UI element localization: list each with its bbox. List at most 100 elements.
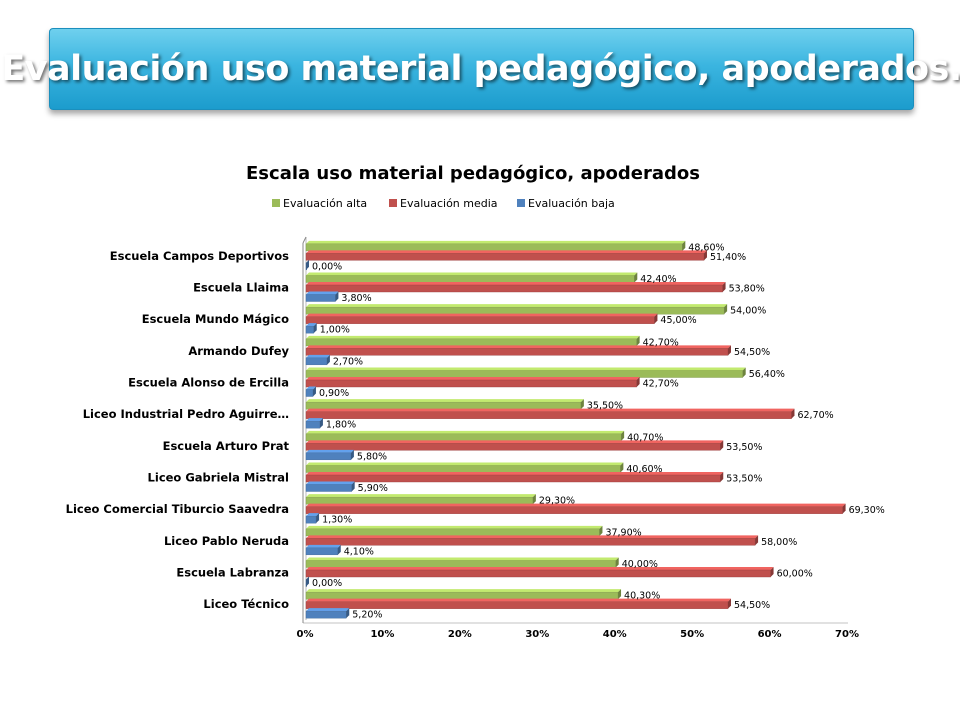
bar [305, 569, 771, 578]
bar-side-face [351, 481, 355, 492]
bar [305, 452, 352, 461]
data-label: 42,40% [640, 274, 676, 285]
x-tick-label: 60% [758, 629, 782, 640]
bar-top-face [306, 430, 625, 434]
bar [305, 370, 743, 378]
bar-top-face [306, 525, 603, 529]
bar [305, 433, 622, 442]
category-label: Escuela Labranza [176, 566, 289, 580]
axis-depth-line [302, 236, 307, 244]
category-label: Escuela Arturo Prat [163, 439, 290, 453]
data-label: 35,50% [587, 401, 623, 412]
bar-top-face [306, 503, 846, 507]
bar-top-face [306, 481, 355, 485]
x-tick-label: 0% [297, 629, 314, 640]
legend-swatch [272, 199, 280, 207]
data-label: 5,20% [352, 610, 382, 621]
bar-side-face [791, 408, 795, 419]
category-label: Escuela Campos Deportivos [110, 249, 289, 263]
bar-side-face [722, 282, 726, 292]
x-tick-label: 40% [603, 629, 627, 640]
data-label: 2,70% [333, 356, 363, 367]
legend-label: Evaluación baja [528, 197, 615, 210]
category-label: Armando Dufey [188, 344, 289, 358]
data-label: 37,90% [605, 527, 641, 538]
bar [305, 401, 582, 410]
data-label: 29,30% [539, 496, 575, 507]
bar [305, 538, 756, 546]
bar-top-face [306, 472, 724, 475]
data-label: 54,50% [734, 600, 770, 611]
bar-side-face [615, 557, 619, 568]
data-label: 45,00% [660, 315, 696, 326]
bar [305, 348, 729, 356]
bar [305, 506, 843, 514]
bar [305, 465, 621, 473]
bar [305, 306, 725, 315]
data-label: 1,30% [322, 515, 352, 526]
bar [305, 316, 655, 324]
bar [305, 294, 336, 302]
data-label: 53,50% [726, 474, 762, 485]
category-label: Escuela Alonso de Ercilla [128, 376, 289, 390]
data-label: 54,50% [734, 347, 770, 358]
bar [305, 484, 352, 492]
bar-top-face [306, 282, 726, 285]
bar-top-face [306, 535, 759, 539]
bar-side-face [580, 399, 584, 410]
bar-side-face [720, 472, 724, 482]
bar-side-face [742, 367, 746, 378]
bar-side-face [346, 608, 350, 619]
x-tick-label: 10% [370, 629, 394, 640]
bar-top-face [306, 313, 658, 317]
bar-top-face [306, 386, 316, 390]
bar [305, 474, 721, 483]
title-banner: Evaluación uso material pedagógico, apod… [1, 28, 960, 110]
bar-top-face [306, 608, 350, 612]
bar-side-face [618, 589, 622, 600]
bar-top-face [306, 345, 731, 349]
bar-top-face [306, 449, 354, 453]
legend-swatch [517, 199, 525, 207]
bar [305, 601, 729, 609]
legend-label: Evaluación media [400, 197, 498, 210]
category-labels: Escuela Campos Deportivos Escuela Llaima E… [66, 249, 290, 611]
data-label: 40,60% [626, 464, 662, 475]
bar-top-face [306, 240, 686, 244]
bar [305, 547, 338, 556]
bar [305, 325, 314, 334]
bar-top-face [306, 544, 341, 548]
bar-side-face [312, 386, 316, 397]
bar-side-face [326, 354, 330, 365]
data-label: 40,00% [622, 559, 658, 570]
bar-top-face [306, 589, 622, 593]
bar [305, 496, 534, 505]
category-label: Liceo Industrial Pedro Aguirre… [83, 407, 289, 421]
data-label: 40,30% [624, 591, 660, 602]
category-label: Escuela Mundo Mágico [142, 312, 289, 326]
bar-side-face [755, 535, 759, 546]
bar-side-face [682, 240, 686, 251]
bar-top-face [306, 367, 746, 371]
bar-top-face [306, 462, 624, 466]
data-label: 58,00% [761, 537, 797, 548]
bar-side-face [313, 323, 317, 334]
data-label: 56,40% [749, 369, 785, 380]
x-tick-label: 30% [525, 629, 549, 640]
bar-side-face [532, 494, 536, 505]
data-label: 51,40% [710, 252, 746, 263]
data-label: 53,80% [729, 284, 765, 295]
data-label: 0,90% [319, 388, 349, 399]
bar [305, 528, 600, 537]
chart-bars [305, 240, 846, 619]
bar-top-face [306, 598, 731, 602]
bar [305, 338, 637, 347]
bar-side-face [724, 304, 728, 315]
bar-top-face [306, 323, 317, 327]
bar-top-face [306, 494, 536, 498]
data-label: 60,00% [777, 569, 813, 580]
bar-top-face [306, 335, 640, 339]
x-tick-labels: 0% 10% 20% 30% 40% 50% 60% 70% [297, 629, 859, 640]
bar-top-face [306, 377, 640, 380]
bar [305, 411, 792, 419]
